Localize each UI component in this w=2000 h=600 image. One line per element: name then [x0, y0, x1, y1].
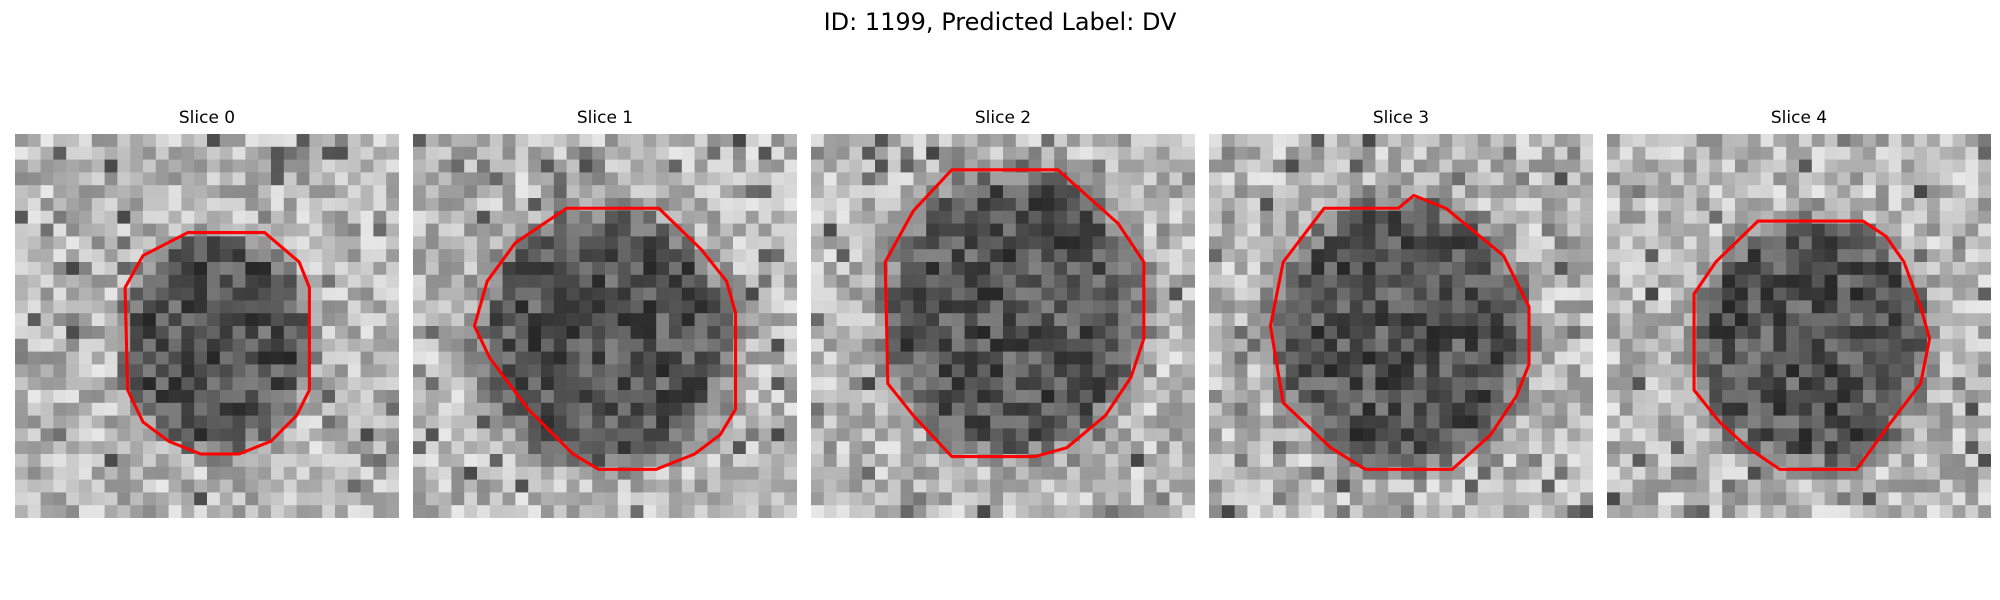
figure-title: ID: 1199, Predicted Label: DV	[823, 8, 1177, 36]
slice-image-2	[811, 134, 1195, 518]
slice-panel-3: Slice 3	[1209, 106, 1593, 518]
grayscale-pixels	[1607, 134, 1991, 518]
segmentation-contour	[123, 231, 311, 456]
grayscale-pixels	[15, 134, 399, 518]
slice-panel-4: Slice 4	[1607, 106, 1991, 518]
slice-image-0	[15, 134, 399, 518]
slice-image-1	[413, 134, 797, 518]
slice-title-1: Slice 1	[576, 108, 634, 128]
slice-image-4	[1607, 134, 1991, 518]
slice-title-4: Slice 4	[1770, 108, 1828, 128]
segmentation-contour	[883, 168, 1146, 459]
slice-image-3	[1209, 134, 1593, 518]
slice-panel-1: Slice 1	[413, 106, 797, 518]
slice-title-0: Slice 0	[178, 108, 236, 128]
grayscale-pixels	[811, 134, 1195, 518]
slice-title-2: Slice 2	[974, 108, 1032, 128]
segmentation-contour	[472, 206, 738, 471]
segmentation-contour	[1692, 219, 1932, 471]
grayscale-pixels	[413, 134, 797, 518]
slice-panel-0: Slice 0	[15, 106, 399, 518]
grayscale-pixels	[1209, 134, 1593, 518]
slice-panel-2: Slice 2	[811, 106, 1195, 518]
segmentation-contour	[1268, 193, 1531, 471]
slice-title-3: Slice 3	[1372, 108, 1430, 128]
